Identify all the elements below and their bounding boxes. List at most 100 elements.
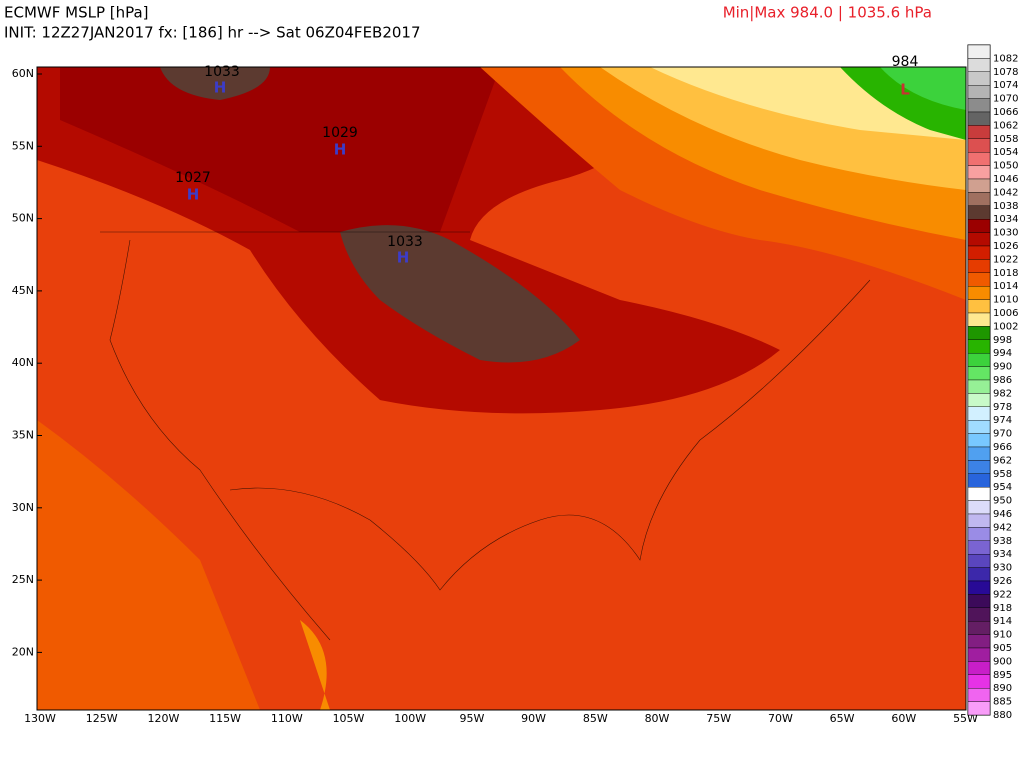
colorbar-swatch bbox=[967, 580, 991, 595]
colorbar-label: 1006 bbox=[993, 308, 1018, 319]
colorbar-swatch bbox=[967, 366, 991, 381]
center-pressure: 1033 bbox=[204, 64, 240, 80]
center-symbol: H bbox=[397, 249, 410, 267]
colorbar-swatch bbox=[967, 286, 991, 300]
lon-label: 85W bbox=[583, 712, 608, 725]
lat-label: 20N bbox=[12, 645, 34, 658]
colorbar-swatch bbox=[967, 446, 991, 461]
colorbar-label: 950 bbox=[993, 496, 1012, 507]
colorbar-label: 1078 bbox=[993, 67, 1018, 78]
colorbar-label: 974 bbox=[993, 415, 1012, 426]
colorbar-swatch bbox=[967, 473, 991, 488]
colorbar-swatch bbox=[967, 44, 991, 59]
colorbar-label: 966 bbox=[993, 442, 1012, 453]
colorbar-label: 1002 bbox=[993, 321, 1018, 332]
lon-label: 70W bbox=[768, 712, 793, 725]
colorbar-label: 1026 bbox=[993, 241, 1018, 252]
lat-label: 60N bbox=[12, 67, 34, 80]
colorbar-swatch bbox=[967, 688, 991, 702]
lon-label: 110W bbox=[271, 712, 303, 725]
colorbar-swatch bbox=[967, 218, 991, 233]
center-pressure: 1033 bbox=[387, 234, 423, 250]
colorbar-swatch bbox=[967, 433, 991, 448]
colorbar-label: 926 bbox=[993, 576, 1012, 587]
colorbar-swatch bbox=[967, 554, 991, 568]
colorbar-label: 905 bbox=[993, 643, 1012, 654]
colorbar-label: 934 bbox=[993, 549, 1012, 560]
colorbar-swatch bbox=[967, 594, 991, 609]
colorbar-swatch bbox=[967, 259, 991, 273]
colorbar-label: 930 bbox=[993, 563, 1012, 574]
colorbar-label: 954 bbox=[993, 482, 1012, 493]
colorbar-label: 946 bbox=[993, 509, 1012, 520]
colorbar-swatch bbox=[967, 205, 991, 220]
colorbar-swatch bbox=[967, 567, 991, 582]
colorbar-label: 1022 bbox=[993, 254, 1018, 265]
colorbar-label: 1018 bbox=[993, 268, 1018, 279]
lat-label: 40N bbox=[12, 356, 34, 369]
colorbar-swatch bbox=[967, 71, 991, 86]
colorbar-label: 938 bbox=[993, 536, 1012, 547]
colorbar-label: 1066 bbox=[993, 107, 1018, 118]
colorbar-swatch bbox=[967, 420, 991, 434]
colorbar-label: 1082 bbox=[993, 53, 1018, 64]
colorbar-label: 890 bbox=[993, 683, 1012, 694]
colorbar-label: 1014 bbox=[993, 281, 1018, 292]
colorbar-swatch bbox=[967, 634, 991, 649]
colorbar-swatch bbox=[967, 500, 991, 515]
center-pressure: 984 bbox=[892, 54, 919, 70]
colorbar-swatch bbox=[967, 272, 991, 287]
lat-label: 45N bbox=[12, 284, 34, 297]
colorbar-swatch bbox=[967, 339, 991, 354]
colorbar-swatch bbox=[967, 487, 991, 501]
colorbar-swatch bbox=[967, 178, 991, 193]
lat-label: 25N bbox=[12, 573, 34, 586]
colorbar-label: 986 bbox=[993, 375, 1012, 386]
colorbar-label: 1074 bbox=[993, 80, 1018, 91]
colorbar-label: 1010 bbox=[993, 295, 1018, 306]
lon-label: 55W bbox=[953, 712, 978, 725]
colorbar-swatch bbox=[967, 232, 991, 247]
center-symbol: H bbox=[214, 79, 227, 97]
colorbar-swatch bbox=[967, 513, 991, 528]
lon-label: 75W bbox=[706, 712, 731, 725]
colorbar-swatch bbox=[967, 84, 991, 99]
colorbar-swatch bbox=[967, 607, 991, 622]
center-symbol: L bbox=[900, 81, 910, 99]
lon-label: 120W bbox=[147, 712, 179, 725]
center-pressure: 1029 bbox=[322, 125, 358, 141]
title: ECMWF MSLP [hPa] bbox=[4, 4, 149, 22]
colorbar-label: 880 bbox=[993, 710, 1012, 721]
lat-label: 50N bbox=[12, 212, 34, 225]
colorbar-label: 910 bbox=[993, 630, 1012, 641]
colorbar-swatch bbox=[967, 406, 991, 421]
lon-label: 60W bbox=[891, 712, 916, 725]
colorbar-label: 900 bbox=[993, 656, 1012, 667]
colorbar-swatch bbox=[967, 58, 991, 73]
colorbar-label: 1070 bbox=[993, 94, 1018, 105]
colorbar-swatch bbox=[967, 393, 991, 407]
colorbar-label: 1054 bbox=[993, 147, 1018, 158]
lon-label: 80W bbox=[645, 712, 670, 725]
colorbar-label: 1042 bbox=[993, 187, 1018, 198]
map bbox=[37, 67, 966, 710]
colorbar-label: 1038 bbox=[993, 201, 1018, 212]
colorbar-swatch bbox=[967, 125, 991, 140]
colorbar-swatch bbox=[967, 165, 991, 180]
colorbar-label: 1058 bbox=[993, 134, 1018, 145]
colorbar-swatch bbox=[967, 661, 991, 676]
lat-label: 35N bbox=[12, 429, 34, 442]
lat-label: 30N bbox=[12, 501, 34, 514]
colorbar-swatch bbox=[967, 621, 991, 635]
colorbar-swatch bbox=[967, 245, 991, 260]
colorbar-label: 1050 bbox=[993, 161, 1018, 172]
colorbar-swatch bbox=[967, 299, 991, 314]
colorbar-label: 962 bbox=[993, 455, 1012, 466]
colorbar-label: 942 bbox=[993, 522, 1012, 533]
colorbar-swatch bbox=[967, 379, 991, 394]
lon-label: 115W bbox=[209, 712, 241, 725]
colorbar-label: 914 bbox=[993, 616, 1012, 627]
lon-label: 130W bbox=[24, 712, 56, 725]
lon-label: 65W bbox=[830, 712, 855, 725]
